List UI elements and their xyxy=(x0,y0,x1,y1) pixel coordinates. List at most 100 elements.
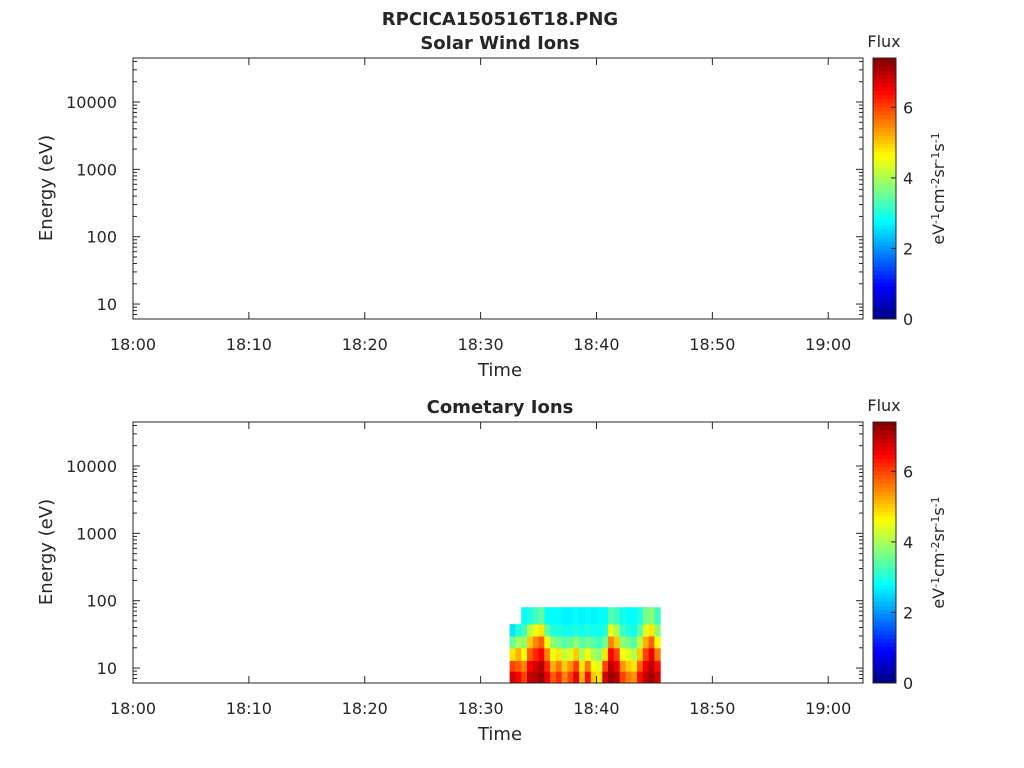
spectrogram-cell xyxy=(550,671,557,684)
spectrogram-cell xyxy=(613,647,621,661)
spectrogram-cell xyxy=(596,647,603,661)
spectrogram-cell xyxy=(521,660,528,672)
x-tick-label: 18:50 xyxy=(689,335,735,354)
colorbar-band xyxy=(873,131,896,136)
spectrogram-cell xyxy=(584,624,592,637)
colorbar-tick-label: 6 xyxy=(903,98,913,117)
colorbar-band xyxy=(873,139,896,145)
spectrogram-cell xyxy=(550,647,557,661)
colorbar-frame xyxy=(872,421,897,684)
colorbar-band xyxy=(873,576,896,582)
spectrogram-cell xyxy=(544,660,551,672)
spectrogram-cell xyxy=(608,635,615,649)
spectrogram-cell xyxy=(532,624,540,637)
spectrogram-cell xyxy=(561,671,568,684)
spectrogram-cell xyxy=(631,671,638,684)
x-tick-label: 18:10 xyxy=(226,699,272,718)
colorbar-band xyxy=(873,102,896,108)
x-axis-label: Time xyxy=(477,360,522,381)
spectrogram-cell xyxy=(596,624,603,637)
colorbar-band xyxy=(873,58,896,63)
spectrogram-cell xyxy=(637,647,644,661)
x-tick-label: 19:00 xyxy=(805,699,851,718)
spectrogram-cell xyxy=(625,624,632,637)
spectrogram-cell xyxy=(521,624,528,637)
spectrogram-cell xyxy=(654,635,661,649)
colorbar-band xyxy=(873,560,896,566)
colorbar-band xyxy=(873,536,896,541)
spectrogram-cell xyxy=(613,671,621,684)
colorbar-band xyxy=(873,212,896,218)
spectrogram-cell xyxy=(619,647,626,661)
colorbar-tick-label: 2 xyxy=(903,603,913,622)
spectrogram-cell xyxy=(532,635,540,649)
spectrogram-cell xyxy=(596,671,603,684)
spectrogram-cell xyxy=(596,660,603,672)
colorbar-band xyxy=(873,290,896,295)
spectrogram-cell xyxy=(573,647,580,661)
spectrogram-cell xyxy=(573,624,580,637)
colorbar-band xyxy=(873,192,896,198)
colorbar-band xyxy=(873,515,896,521)
colorbar-band xyxy=(873,475,896,480)
spectrogram-cell xyxy=(561,607,568,625)
spectrogram-cell xyxy=(590,647,597,661)
spectrogram-cell xyxy=(590,635,597,649)
colorbar-band xyxy=(873,294,896,300)
colorbar-band xyxy=(873,442,896,447)
colorbar-band xyxy=(873,155,896,161)
colorbar-band xyxy=(873,638,896,643)
spectrogram-cell xyxy=(584,671,592,684)
colorbar-band xyxy=(873,70,896,75)
spectrogram-cell xyxy=(527,624,534,637)
colorbar-band xyxy=(873,106,896,112)
y-tick-label: 10000 xyxy=(66,457,117,476)
spectrogram-cell xyxy=(654,624,661,637)
colorbar-band xyxy=(873,66,896,71)
spectrogram-cell xyxy=(654,607,661,625)
spectrogram-cell xyxy=(613,660,621,672)
spectrogram-cell xyxy=(602,624,609,637)
y-tick-label: 100 xyxy=(86,228,117,247)
colorbar-band xyxy=(873,507,896,513)
colorbar-band xyxy=(873,544,896,549)
colorbar-band xyxy=(873,650,896,655)
colorbar-band xyxy=(873,176,896,181)
spectrogram-cell xyxy=(654,671,661,684)
spectrogram-cell xyxy=(631,647,638,661)
spectrogram-cell xyxy=(579,660,586,672)
spectrogram-cell xyxy=(550,607,557,625)
colorbar-band xyxy=(873,458,896,464)
spectrogram-cell xyxy=(637,671,644,684)
spectrogram-cell xyxy=(573,671,580,684)
x-axis-label: Time xyxy=(477,724,522,745)
colorbar-band xyxy=(873,503,896,509)
spectrogram-cell xyxy=(579,647,586,661)
colorbar-band xyxy=(873,495,896,500)
y-tick-label: 1000 xyxy=(76,524,117,543)
colorbar-band xyxy=(873,119,896,124)
spectrogram-cell xyxy=(584,607,592,625)
spectrogram-cell xyxy=(515,635,522,649)
colorbar-band xyxy=(873,499,896,504)
colorbar-band xyxy=(873,654,896,659)
x-tick-label: 19:00 xyxy=(805,335,851,354)
colorbar-band xyxy=(873,523,896,529)
plot-layer: 18:00 18:10 18:20 18:30 18:40 18:50 19:00 10 100… xyxy=(66,421,948,718)
colorbar-band xyxy=(873,446,896,451)
colorbar-band xyxy=(873,253,896,259)
colorbar-band xyxy=(873,229,896,234)
spectrogram-cell xyxy=(631,635,638,649)
colorbar-band xyxy=(873,208,896,214)
colorbar-band xyxy=(873,617,896,623)
spectrogram-cell xyxy=(515,660,522,672)
colorbar-band xyxy=(873,221,896,226)
spectrogram-cell xyxy=(637,635,644,649)
colorbar-band xyxy=(873,98,896,104)
colorbar-band xyxy=(873,143,896,149)
spectrogram-cell xyxy=(527,635,534,649)
colorbar-band xyxy=(873,552,896,557)
spectrogram-cell xyxy=(509,635,516,649)
colorbar-title: Flux xyxy=(867,396,900,415)
spectrogram-cell xyxy=(637,624,644,637)
